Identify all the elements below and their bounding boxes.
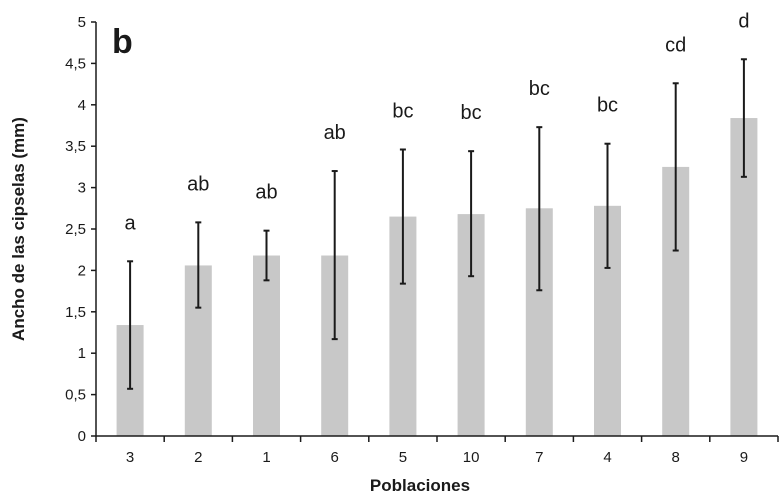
y-axis-title: Ancho de las cipselas (mm): [9, 117, 28, 341]
y-tick-label: 1: [78, 345, 86, 362]
y-tick-label: 4,5: [65, 55, 86, 72]
error-bars-group: [127, 58, 747, 390]
x-tick-label: 6: [331, 449, 339, 466]
y-ticks-group: 0 0,5 1 1,5 2 2,5 3 3,5 4 4,5 5: [65, 14, 96, 445]
x-tick-label: 4: [603, 449, 611, 466]
y-tick-label: 0,5: [65, 387, 86, 404]
significance-label: ab: [255, 182, 277, 204]
bar: [253, 255, 280, 436]
x-tick-label: 8: [672, 449, 680, 466]
significance-label: bc: [597, 95, 618, 117]
y-tick-label: 2,5: [65, 221, 86, 238]
significance-label: bc: [529, 78, 550, 100]
x-tick-label: 1: [262, 449, 270, 466]
significance-label: cd: [665, 34, 686, 56]
significance-label: ab: [324, 122, 346, 144]
x-tick-label: 2: [194, 449, 202, 466]
panel-label: b: [112, 23, 133, 61]
significance-label: ab: [187, 173, 209, 195]
y-tick-label: 4: [78, 97, 86, 114]
y-tick-label: 3: [78, 180, 86, 197]
y-tick-label: 0: [78, 428, 86, 445]
y-tick-label: 1,5: [65, 304, 86, 321]
y-tick-label: 2: [78, 262, 86, 279]
x-tick-label: 9: [740, 449, 748, 466]
x-axis-title: Poblaciones: [370, 476, 470, 495]
x-ticks-group: 3 2 1 6 5 10 7 4 8 9: [95, 436, 779, 466]
bars-group: [116, 118, 758, 436]
y-tick-label: 5: [78, 14, 86, 31]
y-tick-label: 3,5: [65, 138, 86, 155]
significance-label: d: [738, 10, 749, 32]
x-tick-label: 3: [126, 449, 134, 466]
x-tick-label: 7: [535, 449, 543, 466]
significance-label: bc: [461, 102, 482, 124]
x-tick-label: 5: [399, 449, 407, 466]
x-tick-label: 10: [463, 449, 480, 466]
significance-label: a: [125, 212, 137, 234]
significance-label: bc: [392, 101, 413, 123]
significance-labels-group: a ab ab ab bc bc bc bc cd d: [125, 10, 750, 234]
